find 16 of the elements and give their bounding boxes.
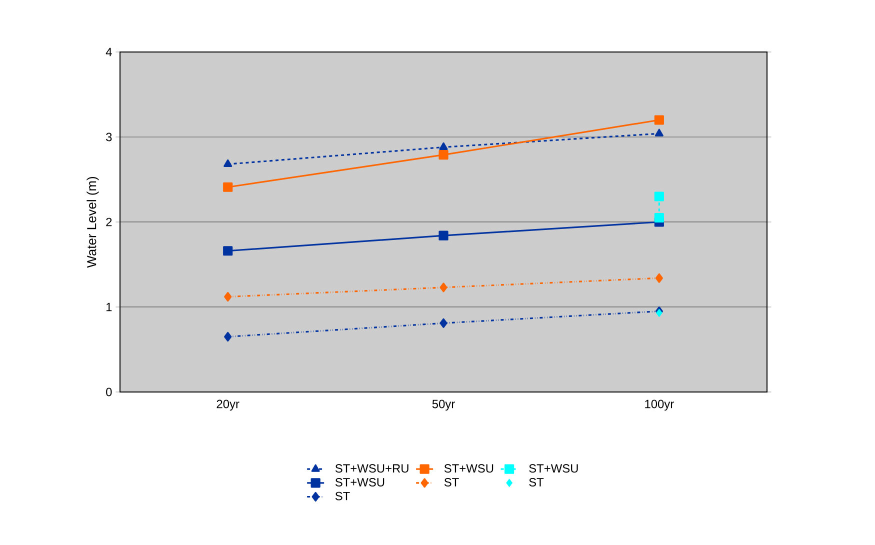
y-tick-label: 3: [106, 132, 112, 142]
y-tick-label: 2: [106, 218, 112, 226]
legend-label: ST+WSU: [444, 464, 494, 473]
legend-label: ST+WSU: [335, 478, 384, 486]
x-tick-label: 50yr: [432, 400, 455, 411]
y-axis-title: Water Level (m): [86, 176, 99, 268]
legend-label: ST+WSU+RU: [335, 464, 408, 473]
legend-label: ST: [529, 478, 544, 486]
legend-label: ST: [335, 492, 350, 500]
y-tick-label: 4: [106, 48, 112, 56]
x-tick-label: 100yr: [645, 400, 674, 411]
legend-label: ST+WSU: [529, 464, 578, 473]
y-tick-label: 0: [106, 388, 112, 396]
y-tick-label: 1: [106, 302, 112, 312]
legend-label: ST: [444, 478, 459, 486]
x-tick-label: 20yr: [216, 400, 240, 411]
